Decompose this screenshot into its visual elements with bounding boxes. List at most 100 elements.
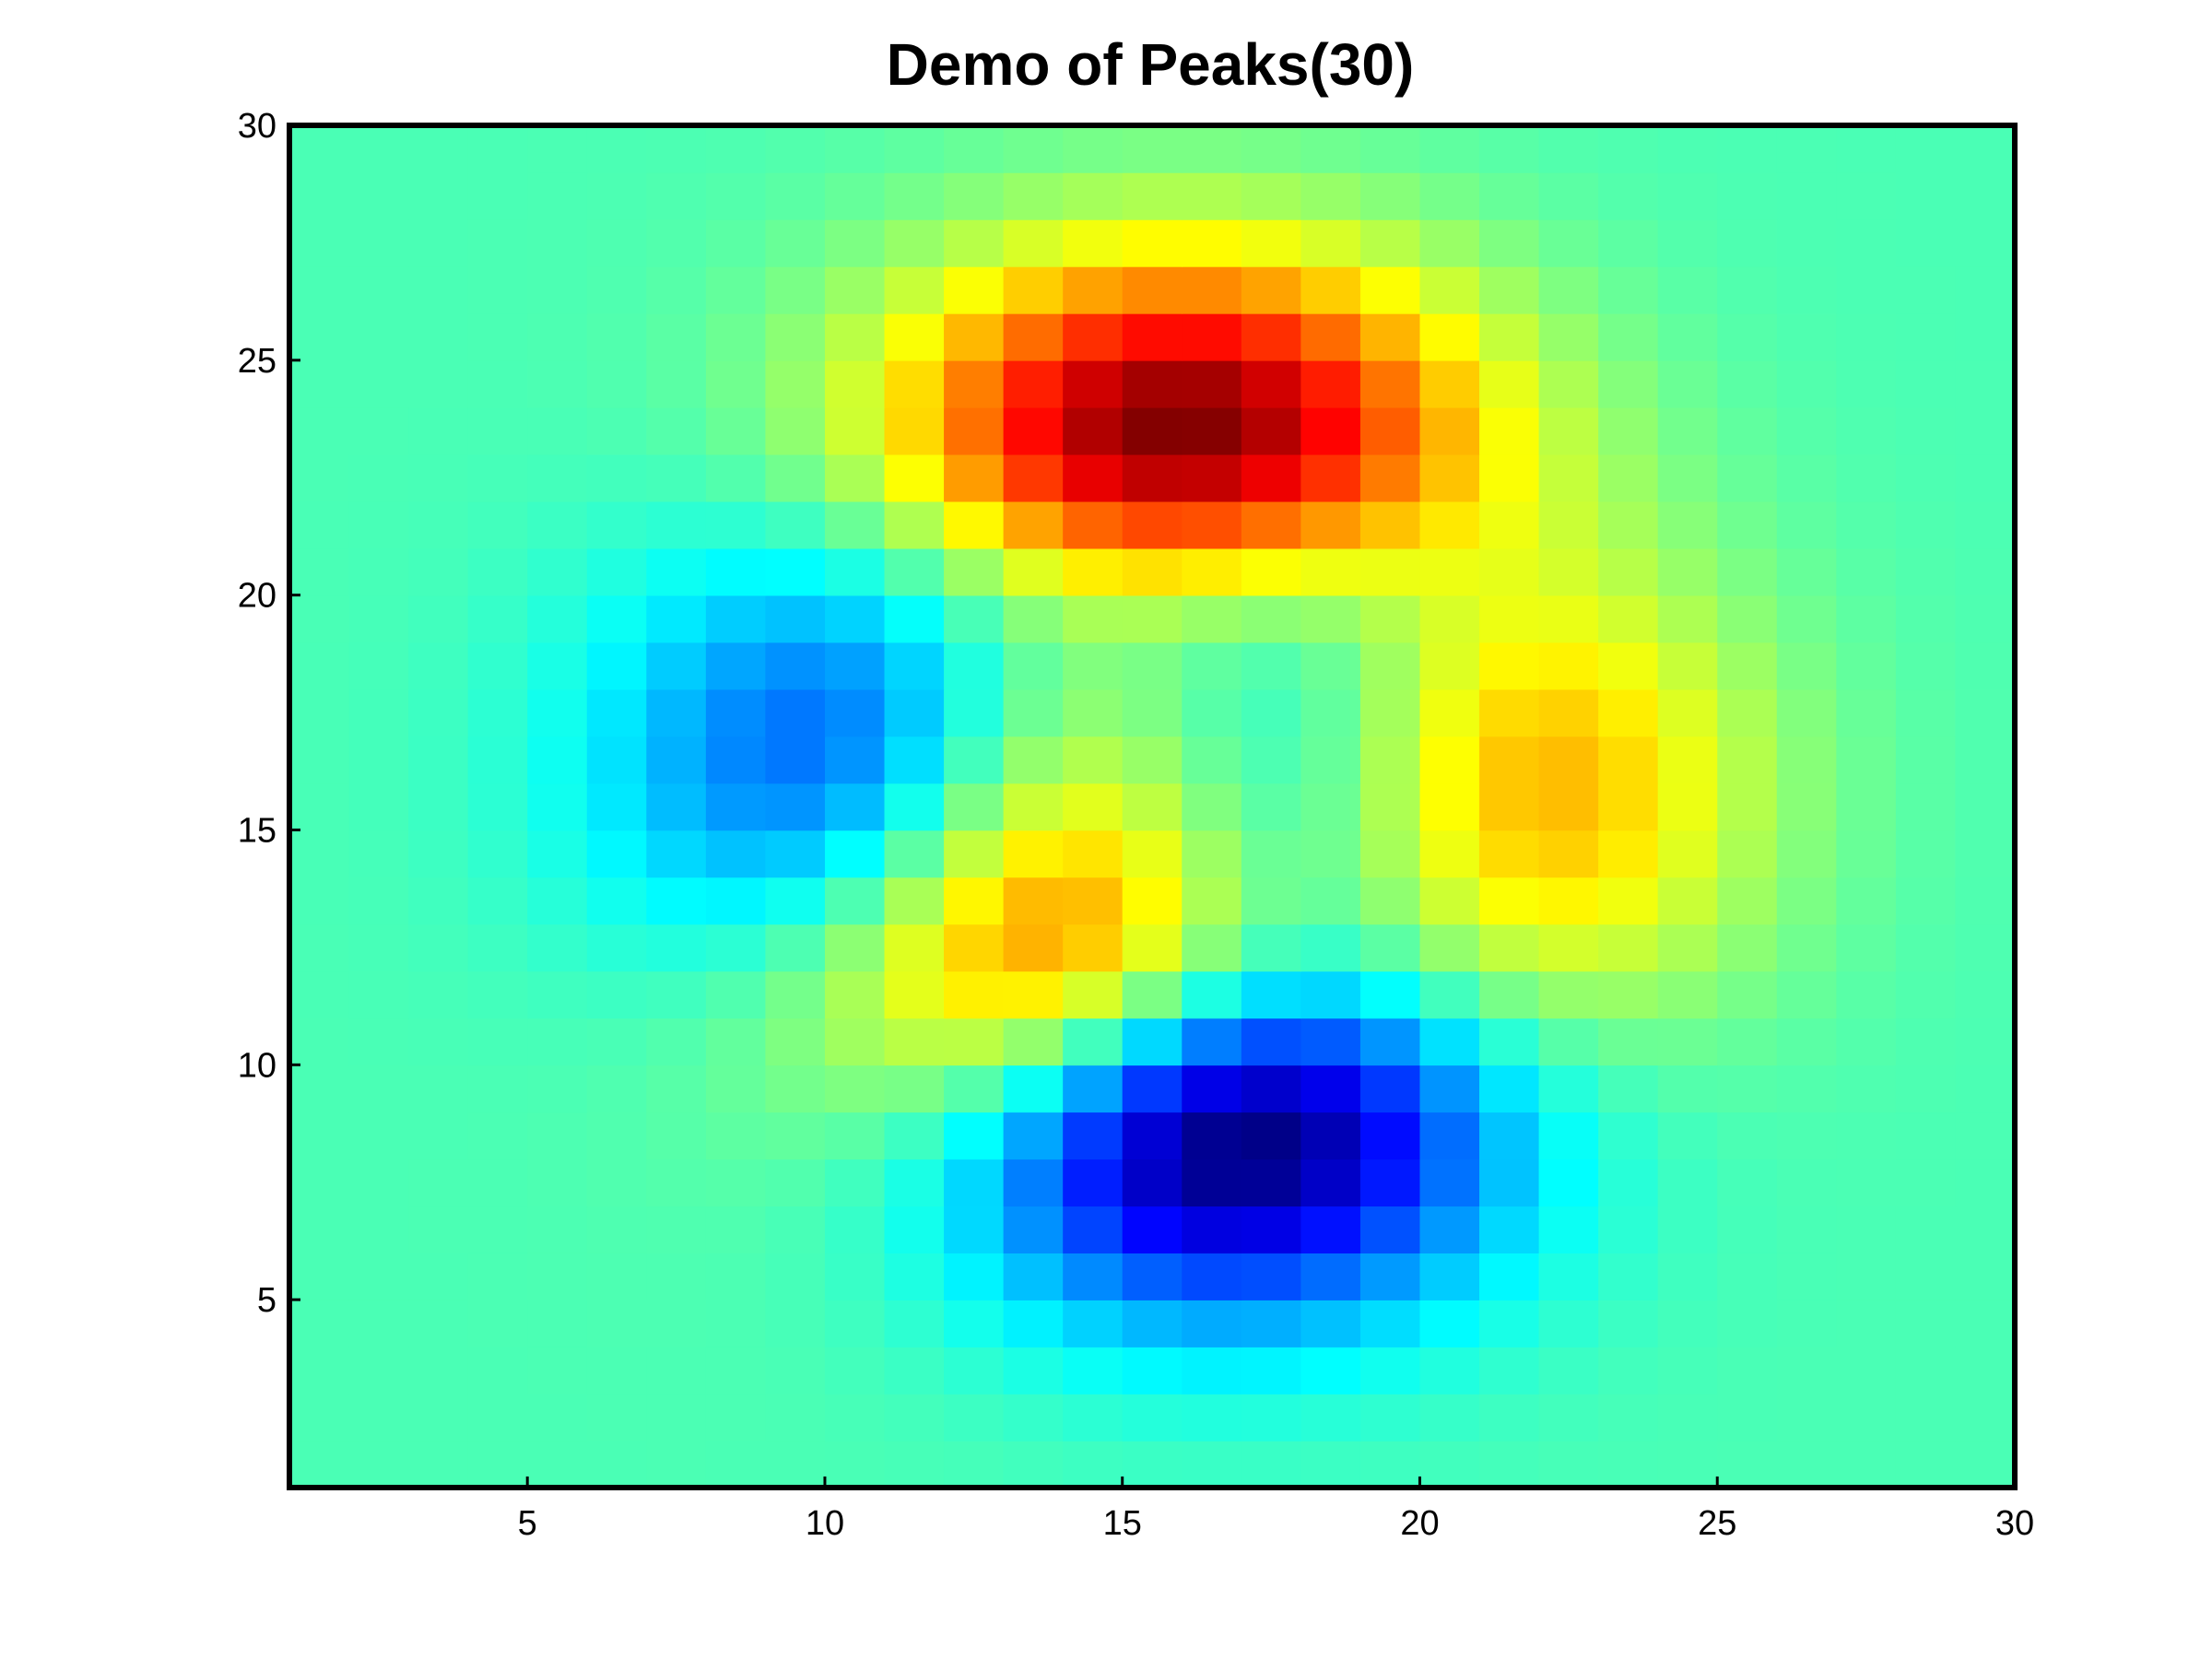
heatmap-cell: [408, 594, 469, 643]
heatmap-cell: [824, 1065, 886, 1113]
heatmap-cell: [527, 218, 588, 267]
heatmap-cell: [944, 1159, 1005, 1207]
heatmap-cell: [1003, 312, 1064, 361]
heatmap-cell: [824, 1206, 886, 1253]
heatmap-cell: [1895, 265, 1957, 314]
heatmap-cell: [884, 688, 945, 737]
heatmap-cell: [824, 782, 886, 831]
heatmap-cell: [289, 735, 350, 784]
heatmap-cell: [765, 1300, 826, 1347]
heatmap-cell: [1538, 359, 1599, 408]
heatmap-cell: [1657, 265, 1719, 314]
heatmap-cell: [1776, 1441, 1838, 1488]
heatmap-cell: [1419, 688, 1480, 737]
heatmap-cell: [944, 359, 1005, 408]
heatmap-cell: [527, 641, 588, 690]
heatmap-cell: [1479, 500, 1540, 549]
heatmap-cell: [1538, 971, 1599, 1019]
heatmap-cell: [1955, 594, 2016, 643]
heatmap-cell: [527, 265, 588, 314]
heatmap-cell: [348, 1206, 409, 1253]
heatmap-cell: [527, 735, 588, 784]
heatmap-cell: [1598, 1347, 1659, 1394]
heatmap-cell: [646, 1441, 707, 1488]
heatmap-cell: [1836, 971, 1897, 1019]
heatmap-cell: [765, 359, 826, 408]
heatmap-cell: [408, 782, 469, 831]
heatmap-cell: [1717, 1441, 1778, 1488]
heatmap-cell: [467, 877, 529, 925]
heatmap-cell: [1538, 1253, 1599, 1300]
heatmap-cell: [1122, 359, 1183, 408]
heatmap-cell: [527, 1347, 588, 1394]
heatmap-cell: [408, 641, 469, 690]
heatmap-cell: [467, 1206, 529, 1253]
heatmap-cell: [1241, 1206, 1302, 1253]
heatmap-cell: [408, 1441, 469, 1488]
heatmap-cell: [824, 688, 886, 737]
heatmap-cell: [1836, 265, 1897, 314]
heatmap-cell: [1122, 406, 1183, 455]
heatmap-cell: [1300, 1018, 1361, 1066]
heatmap-cell: [1419, 500, 1480, 549]
heatmap-cell: [1241, 1018, 1302, 1066]
heatmap-cell: [1182, 500, 1242, 549]
heatmap-cell: [527, 359, 588, 408]
heatmap-cell: [1063, 171, 1124, 220]
heatmap-cell: [1241, 1300, 1302, 1347]
heatmap-cell: [1359, 1347, 1421, 1394]
heatmap-cell: [408, 1159, 469, 1207]
heatmap-cell: [1300, 1347, 1361, 1394]
heatmap-cell: [1479, 782, 1540, 831]
y-tick-label: 10: [238, 1046, 276, 1085]
heatmap-cell: [467, 406, 529, 455]
heatmap-cell: [467, 1441, 529, 1488]
heatmap-cell: [1598, 1394, 1659, 1441]
heatmap-cell: [1063, 1253, 1124, 1300]
heatmap-cell: [1003, 1112, 1064, 1160]
heatmap-cell: [1895, 312, 1957, 361]
heatmap-cell: [824, 594, 886, 643]
heatmap-cell: [1241, 359, 1302, 408]
heatmap-cell: [1836, 453, 1897, 502]
heatmap-cell: [646, 500, 707, 549]
heatmap-cell: [1359, 830, 1421, 878]
heatmap-cell: [1419, 1300, 1480, 1347]
heatmap-cell: [1122, 1159, 1183, 1207]
heatmap-cell: [467, 1159, 529, 1207]
heatmap-cell: [467, 500, 529, 549]
heatmap-cell: [1241, 782, 1302, 831]
heatmap-cell: [1479, 971, 1540, 1019]
heatmap-cell: [1419, 971, 1480, 1019]
heatmap-cell: [1479, 547, 1540, 596]
heatmap-cell: [765, 1347, 826, 1394]
heatmap-cell: [527, 971, 588, 1019]
heatmap-cell: [348, 688, 409, 737]
heatmap-cell: [1598, 641, 1659, 690]
heatmap-cell: [1182, 1065, 1242, 1113]
heatmap-cell: [1955, 971, 2016, 1019]
heatmap-cell: [1836, 1065, 1897, 1113]
heatmap-cell: [1182, 1394, 1242, 1441]
heatmap-cell: [1776, 688, 1838, 737]
heatmap-cell: [824, 1112, 886, 1160]
heatmap-cell: [884, 1253, 945, 1300]
heatmap-cell: [884, 782, 945, 831]
heatmap-cell: [646, 453, 707, 502]
heatmap-cell: [1776, 924, 1838, 972]
x-tick-label: 25: [1698, 1504, 1736, 1543]
heatmap-cell: [1182, 1347, 1242, 1394]
heatmap-cell: [348, 1018, 409, 1066]
heatmap-cell: [1955, 735, 2016, 784]
heatmap-cell: [1598, 171, 1659, 220]
heatmap-cell: [1538, 688, 1599, 737]
heatmap-cell: [1776, 1206, 1838, 1253]
heatmap-cell: [1479, 688, 1540, 737]
heatmap-cell: [289, 171, 350, 220]
heatmap-cell: [408, 830, 469, 878]
heatmap-cell: [705, 453, 767, 502]
heatmap-cell: [1479, 735, 1540, 784]
heatmap-cell: [646, 1018, 707, 1066]
heatmap-cell: [1776, 1159, 1838, 1207]
heatmap-cell: [1241, 924, 1302, 972]
